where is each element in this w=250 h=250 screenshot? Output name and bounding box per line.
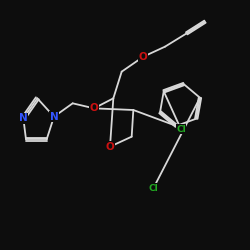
Text: Cl: Cl [148, 184, 158, 193]
Text: N: N [50, 112, 58, 122]
Text: O: O [106, 142, 114, 152]
Text: Cl: Cl [176, 125, 186, 134]
Text: O: O [90, 103, 98, 113]
Text: O: O [139, 52, 148, 62]
Text: N: N [19, 113, 28, 123]
